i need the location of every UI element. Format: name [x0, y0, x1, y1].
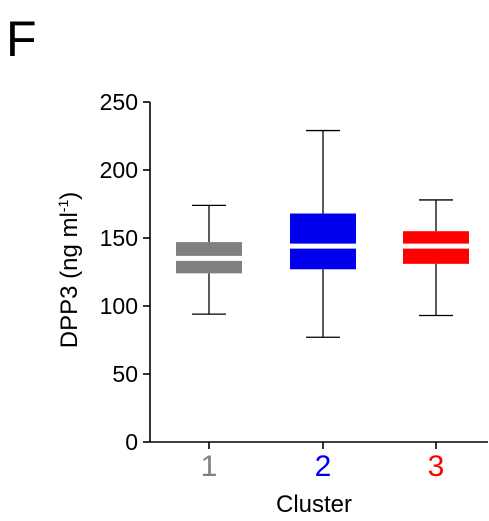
box-series	[176, 129, 469, 338]
y-tick-label: 250	[100, 89, 138, 115]
y-tick-label: 50	[112, 361, 138, 387]
x-tick-label-cluster-1: 1	[201, 450, 218, 483]
y-tick-label: 200	[100, 157, 138, 183]
y-axis-title-close: )	[56, 192, 83, 200]
x-tick-label-cluster-3: 3	[428, 450, 445, 483]
x-tick-label-cluster-2: 2	[315, 450, 332, 483]
box-cluster-1	[176, 204, 242, 315]
box-cluster-3	[403, 199, 469, 317]
x-axis-title: Cluster	[276, 491, 352, 518]
y-axis-title-main: DPP3 (ng ml	[56, 212, 83, 348]
panel-letter: F	[6, 11, 37, 67]
box-cluster-2	[290, 129, 356, 338]
y-axis-title-superscript: -1	[55, 200, 71, 213]
y-tick-label: 0	[125, 429, 138, 455]
y-tick-label: 100	[100, 293, 138, 319]
interquartile-box	[290, 213, 356, 270]
y-tick-label: 150	[100, 225, 138, 251]
y-axis-title: DPP3 (ng ml-1)	[55, 192, 83, 349]
x-axis: 1 2 3	[150, 441, 488, 483]
y-axis: 0 50 100 150 200 250	[100, 89, 151, 455]
